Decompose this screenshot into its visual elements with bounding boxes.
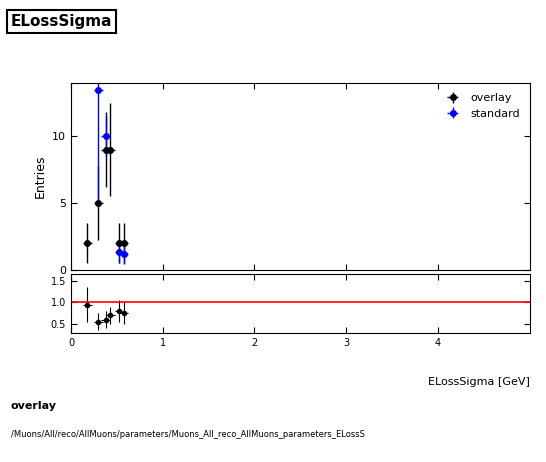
Text: /Muons/All/reco/AllMuons/parameters/Muons_All_reco_AllMuons_parameters_ELossS: /Muons/All/reco/AllMuons/parameters/Muon… — [11, 430, 365, 438]
Y-axis label: Entries: Entries — [33, 155, 46, 198]
Text: ELossSigma: ELossSigma — [11, 14, 112, 29]
Text: ELossSigma [GeV]: ELossSigma [GeV] — [428, 377, 530, 387]
Legend: overlay, standard: overlay, standard — [440, 89, 524, 123]
Text: overlay: overlay — [11, 401, 57, 411]
